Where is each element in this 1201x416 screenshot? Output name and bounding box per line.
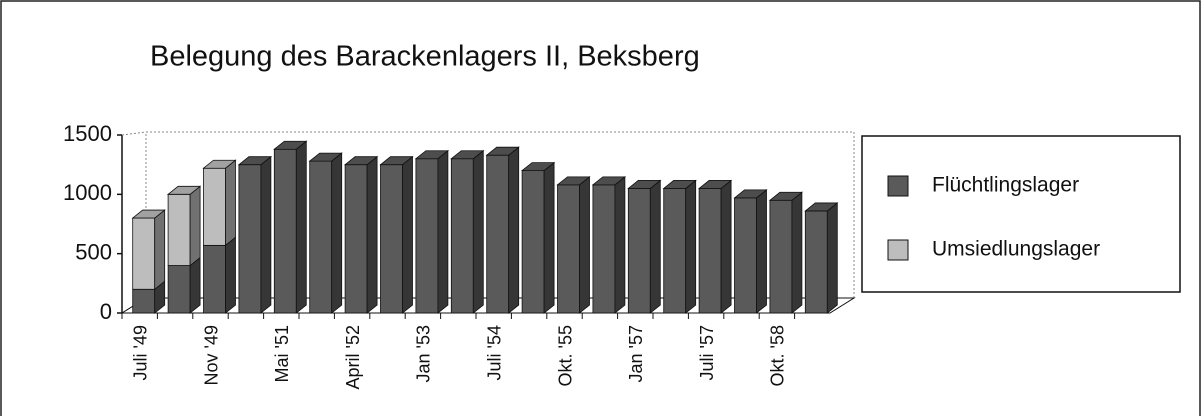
legend-label: Umsiedlungslager — [932, 238, 1100, 261]
bar-side — [402, 155, 413, 314]
bar-segment — [486, 154, 510, 314]
bar-segment — [804, 210, 828, 314]
bar-side — [225, 159, 236, 247]
bar-segment — [309, 160, 333, 314]
x-tick-label: Nov '49 — [201, 325, 221, 385]
bar-segment — [663, 187, 687, 314]
x-tick-label: Okt. '55 — [555, 325, 575, 386]
bar-side — [189, 185, 201, 267]
bar-top — [273, 140, 308, 150]
bar-top — [591, 176, 627, 186]
bar-top — [804, 202, 839, 212]
bar-top — [202, 159, 237, 169]
bar-top — [166, 185, 202, 195]
bar-side — [437, 149, 449, 314]
bar-side — [189, 256, 201, 314]
y-tick-label: 500 — [75, 239, 112, 264]
bar-side — [756, 189, 767, 314]
bar-side — [791, 191, 803, 314]
bar-segment — [415, 158, 439, 314]
x-tick-label: Juli '49 — [130, 325, 150, 380]
bar-segment — [698, 187, 722, 314]
x-tick-label: Mai '51 — [272, 325, 292, 382]
bar-top — [131, 209, 166, 219]
bar-top — [414, 150, 450, 160]
bar-top — [697, 179, 733, 189]
bar-segment — [167, 265, 191, 314]
bar-side — [508, 146, 520, 314]
bar-top — [450, 150, 485, 160]
legend-swatch — [887, 175, 909, 197]
y-tick-label: 1500 — [63, 121, 112, 146]
y-tick-label: 1000 — [63, 180, 112, 205]
side-wall — [121, 131, 147, 136]
legend-swatch — [887, 239, 909, 261]
bar-segment — [167, 193, 191, 266]
bar-side — [543, 161, 555, 314]
bar-top — [308, 152, 343, 162]
bar-segment — [380, 164, 403, 314]
bar-segment — [450, 158, 474, 314]
bar-side — [366, 155, 378, 314]
bar-side — [614, 176, 626, 314]
bar-segment — [132, 288, 156, 314]
legend-box — [861, 135, 1181, 293]
bar-segment — [238, 164, 262, 314]
bar-segment — [627, 187, 651, 314]
bar-top — [768, 191, 804, 201]
bar-top — [520, 162, 556, 172]
bar-top — [627, 179, 662, 189]
bar-segment — [734, 197, 757, 314]
bar-side — [579, 176, 590, 314]
bar-segment — [592, 184, 616, 314]
bar-top — [379, 156, 414, 166]
bar-side — [720, 179, 732, 314]
x-tick-label: April '52 — [343, 325, 363, 389]
bar-side — [472, 149, 484, 314]
bar-segment — [203, 244, 226, 314]
x-tick-label: Jan '53 — [414, 325, 434, 382]
bar-segment — [273, 148, 297, 314]
bar-side — [154, 209, 166, 291]
bar-top — [733, 189, 768, 199]
bar-top — [237, 156, 273, 166]
bar-side — [331, 152, 343, 314]
bar-side — [295, 140, 307, 314]
bar-segment — [557, 184, 580, 314]
bar-side — [685, 179, 697, 314]
bar-side — [649, 179, 661, 314]
bar-side — [826, 202, 838, 314]
x-tick-label: Jan '57 — [626, 325, 646, 382]
bar-segment — [344, 164, 368, 314]
legend-label: Flüchtlingslager — [932, 174, 1079, 197]
bar-side — [225, 236, 236, 314]
bar-segment — [769, 199, 793, 314]
bar-segment — [132, 217, 156, 290]
bar-top — [485, 146, 520, 156]
bar-side — [260, 155, 272, 314]
y-tick-label: 0 — [100, 299, 112, 324]
bar-top — [343, 156, 379, 166]
x-tick-label: Juli '54 — [484, 325, 504, 380]
x-tick-label: Okt. '58 — [768, 325, 788, 386]
bar-top — [662, 179, 697, 189]
chart-title: Belegung des Barackenlagers II, Beksberg — [150, 41, 700, 73]
x-tick-label: Juli '57 — [697, 325, 717, 380]
bar-top — [556, 176, 591, 186]
bar-segment — [521, 170, 545, 314]
bar-segment — [203, 167, 226, 246]
